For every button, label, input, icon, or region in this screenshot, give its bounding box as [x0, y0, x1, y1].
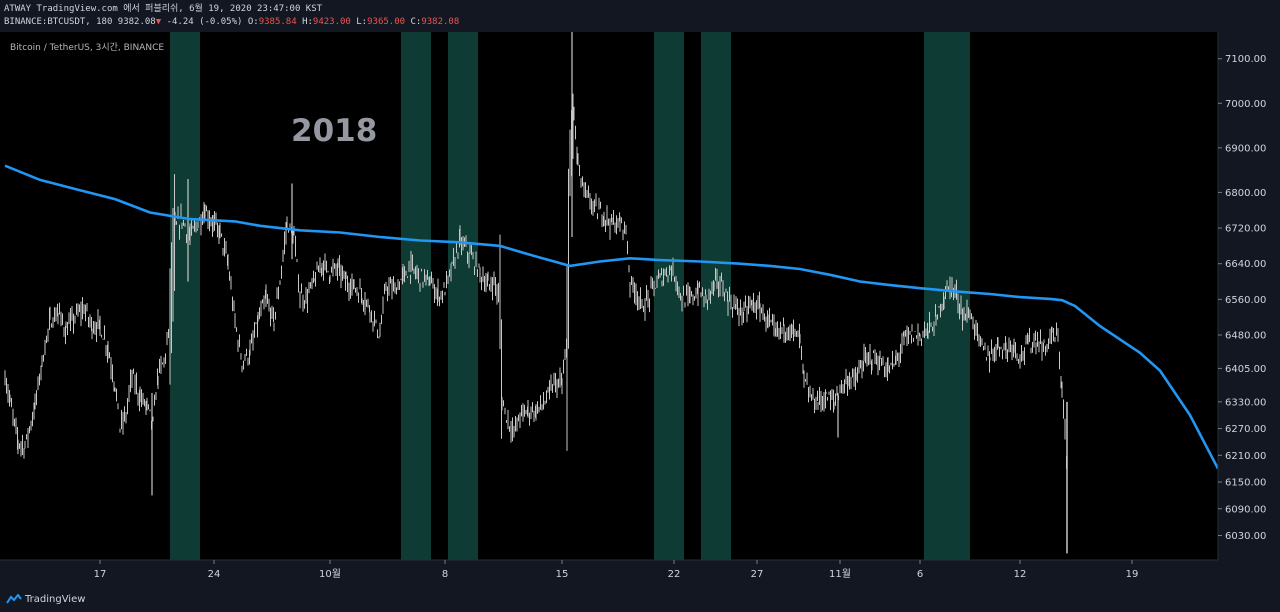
time-tick-label: 8 — [442, 569, 448, 580]
year-annotation: 2018 — [291, 113, 378, 149]
highlight-band — [448, 32, 478, 560]
time-tick-label: 27 — [751, 569, 764, 580]
open-value: 9385.84 — [258, 17, 297, 27]
time-tick-label: 22 — [668, 569, 681, 580]
highlight-band — [924, 32, 970, 560]
close-value: 9382.08 — [421, 17, 460, 27]
price-tick-label: 7000.00 — [1225, 99, 1266, 110]
open-label: O: — [247, 17, 259, 27]
price-tick-label: 6330.00 — [1225, 397, 1266, 408]
high-value: 9423.00 — [312, 17, 351, 27]
highlight-band — [401, 32, 431, 560]
last-price: 9382.08 — [117, 17, 156, 27]
price-tick-label: 6090.00 — [1225, 504, 1266, 515]
price-tick-label: 6480.00 — [1225, 330, 1266, 341]
publish-info: ATWAY TradingView.com 에서 퍼블리쉬, 6월 19, 20… — [4, 4, 323, 14]
ohlc-line: BINANCE:BTCUSDT, 180 9382.08▼ -4.24 (-0.… — [4, 16, 459, 29]
close-label: C: — [410, 17, 422, 27]
price-tick-label: 7100.00 — [1225, 54, 1266, 65]
brand-name: TradingView — [25, 594, 86, 605]
time-tick-label: 10월 — [319, 568, 341, 580]
price-tick-label: 6030.00 — [1225, 531, 1266, 542]
price-tick-label: 6405.00 — [1225, 364, 1266, 375]
price-tick-label: 6210.00 — [1225, 451, 1266, 462]
price-axis[interactable]: 7100.00 7000.00 6900.00 6800.00 6720.00 6640.… — [1217, 32, 1280, 560]
price-tick-label: 6150.00 — [1225, 478, 1266, 489]
highlight-band — [170, 32, 200, 560]
moving-average-line — [4, 164, 1220, 470]
low-label: L: — [356, 17, 368, 27]
chart-title: Bitcoin / TetherUS, 3시간, BINANCE — [10, 43, 165, 53]
footer: TradingView — [0, 588, 1280, 612]
down-arrow-icon: ▼ — [155, 17, 162, 27]
price-tick-label: 6270.00 — [1225, 424, 1266, 435]
time-tick-label: 6 — [917, 569, 923, 580]
time-tick-label: 24 — [208, 569, 221, 580]
time-tick-label: 17 — [94, 569, 107, 580]
price-tick-label: 6640.00 — [1225, 259, 1266, 270]
time-axis[interactable]: 17 24 10월 8 15 22 27 11월 6 12 19 — [0, 559, 1280, 588]
price-axis-background — [1218, 32, 1280, 560]
time-tick-label: 11월 — [829, 568, 851, 580]
time-axis-background — [0, 560, 1280, 588]
symbol-interval: BINANCE:BTCUSDT, 180 — [4, 17, 113, 27]
time-tick-label: 19 — [1126, 569, 1139, 580]
chart-header: ATWAY TradingView.com 에서 퍼블리쉬, 6월 19, 20… — [0, 0, 1280, 32]
price-tick-label: 6900.00 — [1225, 143, 1266, 154]
price-tick-label: 6800.00 — [1225, 188, 1266, 199]
price-tick-label: 6560.00 — [1225, 295, 1266, 306]
tradingview-logo[interactable]: TradingView — [6, 593, 86, 605]
high-label: H: — [302, 17, 313, 27]
time-tick-label: 15 — [556, 569, 569, 580]
low-value: 9365.00 — [367, 17, 406, 27]
price-tick-label: 6720.00 — [1225, 224, 1266, 235]
price-series — [4, 32, 1068, 554]
tradingview-icon — [6, 593, 22, 604]
time-tick-label: 12 — [1014, 569, 1027, 580]
price-change: -4.24 (-0.05%) — [166, 17, 243, 27]
